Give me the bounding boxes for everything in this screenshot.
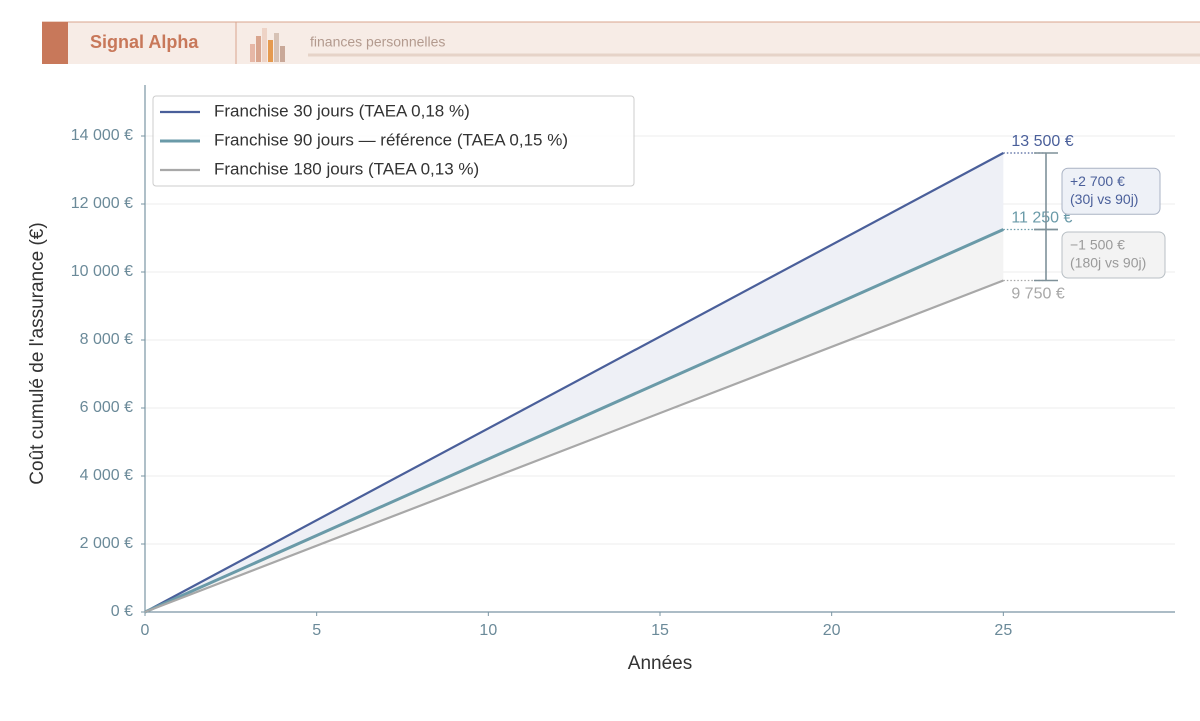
y-tick-label: 2 000 € xyxy=(80,535,133,552)
annotation-subtext: (180j vs 90j) xyxy=(1070,255,1146,271)
header-accent xyxy=(42,22,68,64)
y-tick-label: 10 000 € xyxy=(71,263,133,280)
brand: Signal Alpha xyxy=(90,32,199,52)
header: Signal Alpha finances personnelles xyxy=(42,21,1200,64)
logo xyxy=(250,28,285,62)
legend-label: Franchise 30 jours (TAEA 0,18 %) xyxy=(214,101,470,120)
x-tick-label: 5 xyxy=(312,622,321,639)
y-tick-label: 4 000 € xyxy=(80,467,133,484)
legend-label: Franchise 90 jours — référence (TAEA 0,1… xyxy=(214,130,568,149)
x-tick-label: 0 xyxy=(141,622,150,639)
legend-box xyxy=(152,95,635,187)
series-line xyxy=(144,152,1004,613)
y-tick-label: 0 € xyxy=(111,603,133,620)
series-line xyxy=(144,228,1004,614)
annotation-box xyxy=(1061,231,1166,279)
y-tick-label: 12 000 € xyxy=(71,195,133,212)
x-tick-label: 25 xyxy=(994,622,1012,639)
legend-label: Franchise 180 jours (TAEA 0,13 %) xyxy=(214,159,479,178)
y-axis-label: Coût cumulé de l'assurance (€) xyxy=(27,222,48,484)
annotation-text: +2 700 € xyxy=(1070,173,1125,189)
y-tick-label: 14 000 € xyxy=(71,127,133,144)
series-line xyxy=(144,279,1004,614)
x-axis-label: Années xyxy=(628,653,692,674)
end-label: 13 500 € xyxy=(1011,133,1073,150)
tagline: finances personnelles xyxy=(310,34,445,50)
header-band xyxy=(42,22,1200,64)
x-tick-label: 20 xyxy=(823,622,841,639)
x-tick-label: 10 xyxy=(479,622,497,639)
end-label: 9 750 € xyxy=(1011,286,1064,303)
annotation-subtext: (30j vs 90j) xyxy=(1070,191,1138,207)
y-tick-label: 8 000 € xyxy=(80,331,133,348)
x-tick-label: 15 xyxy=(651,622,669,639)
plot: 0 € 2 000 € 4 000 € 6 000 € 8 000 € 10 000 € 1… xyxy=(27,85,1175,674)
annotation-box xyxy=(1061,167,1161,215)
annotation-text: −1 500 € xyxy=(1070,237,1125,253)
y-tick-label: 6 000 € xyxy=(80,399,133,416)
end-label: 11 250 € xyxy=(1011,210,1072,227)
